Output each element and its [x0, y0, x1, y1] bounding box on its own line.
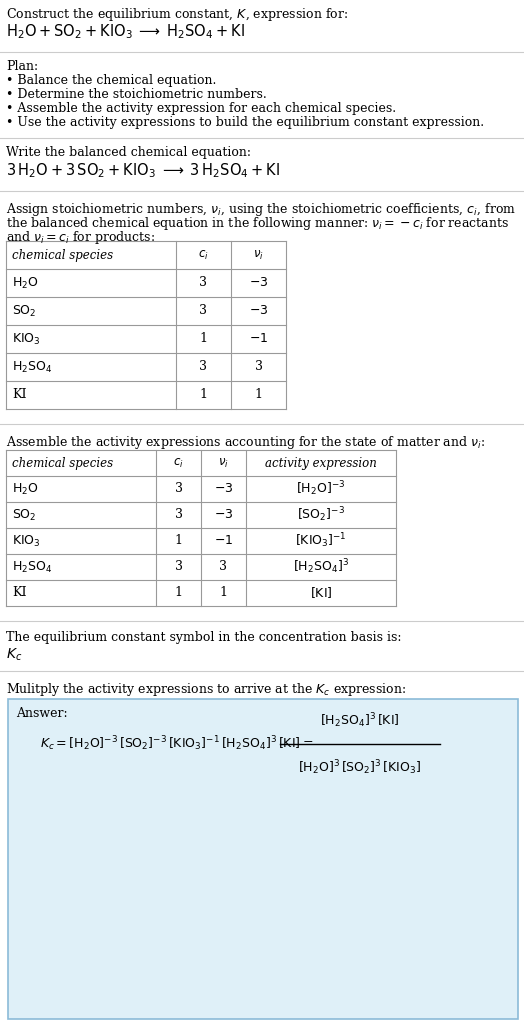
Text: $\nu_i$: $\nu_i$ [218, 456, 229, 470]
Text: $-3$: $-3$ [214, 483, 233, 495]
Text: 3: 3 [255, 360, 263, 374]
Text: $-3$: $-3$ [249, 304, 268, 318]
Text: 3: 3 [174, 508, 182, 522]
Text: • Determine the stoichiometric numbers.: • Determine the stoichiometric numbers. [6, 88, 267, 101]
Text: chemical species: chemical species [12, 248, 113, 261]
Text: $\nu_i$: $\nu_i$ [253, 248, 264, 261]
Text: Answer:: Answer: [16, 707, 68, 720]
Text: The equilibrium constant symbol in the concentration basis is:: The equilibrium constant symbol in the c… [6, 631, 401, 644]
Text: • Balance the chemical equation.: • Balance the chemical equation. [6, 74, 216, 87]
Text: 1: 1 [220, 586, 227, 599]
Text: $\mathrm{SO_2}$: $\mathrm{SO_2}$ [12, 507, 37, 523]
Text: activity expression: activity expression [265, 456, 377, 470]
Text: 1: 1 [200, 333, 208, 345]
Text: Assemble the activity expressions accounting for the state of matter and $\nu_i$: Assemble the activity expressions accoun… [6, 434, 485, 451]
Text: $-3$: $-3$ [249, 277, 268, 290]
Text: 1: 1 [200, 389, 208, 401]
Text: 3: 3 [200, 360, 208, 374]
Text: 1: 1 [255, 389, 263, 401]
Text: $-1$: $-1$ [214, 535, 233, 547]
Text: and $\nu_i = c_i$ for products:: and $\nu_i = c_i$ for products: [6, 229, 155, 246]
Text: Assign stoichiometric numbers, $\nu_i$, using the stoichiometric coefficients, $: Assign stoichiometric numbers, $\nu_i$, … [6, 201, 516, 218]
Text: $c_i$: $c_i$ [198, 248, 209, 261]
Text: $K_c$: $K_c$ [6, 647, 23, 664]
Text: $-1$: $-1$ [249, 333, 268, 345]
Text: $\mathrm{H_2O}$: $\mathrm{H_2O}$ [12, 276, 39, 291]
Text: 1: 1 [174, 535, 182, 547]
Text: chemical species: chemical species [12, 456, 113, 470]
Text: 1: 1 [174, 586, 182, 599]
Text: Plan:: Plan: [6, 60, 38, 72]
Text: $c_i$: $c_i$ [173, 456, 184, 470]
Text: $[\mathrm{H_2O}]^{3}\,[\mathrm{SO_2}]^{3}\,[\mathrm{KIO_3}]$: $[\mathrm{H_2O}]^{3}\,[\mathrm{SO_2}]^{3… [298, 758, 422, 777]
Text: $\mathrm{H_2SO_4}$: $\mathrm{H_2SO_4}$ [12, 359, 52, 375]
Text: Mulitply the activity expressions to arrive at the $K_c$ expression:: Mulitply the activity expressions to arr… [6, 681, 406, 698]
FancyBboxPatch shape [8, 699, 518, 1019]
Text: 3: 3 [220, 561, 227, 574]
Text: $K_c = [\mathrm{H_2O}]^{-3}\,[\mathrm{SO_2}]^{-3}\,[\mathrm{KIO_3}]^{-1}\,[\math: $K_c = [\mathrm{H_2O}]^{-3}\,[\mathrm{SO… [40, 735, 313, 753]
Text: $[\mathrm{SO_2}]^{-3}$: $[\mathrm{SO_2}]^{-3}$ [297, 505, 345, 525]
Text: the balanced chemical equation in the following manner: $\nu_i = -c_i$ for react: the balanced chemical equation in the fo… [6, 215, 509, 232]
Text: $\mathrm{3\,H_2O + 3\,SO_2 + KIO_3 \;\longrightarrow\; 3\,H_2SO_4 + KI}$: $\mathrm{3\,H_2O + 3\,SO_2 + KIO_3 \;\lo… [6, 161, 280, 180]
Text: $\mathrm{H_2SO_4}$: $\mathrm{H_2SO_4}$ [12, 560, 52, 575]
Text: • Assemble the activity expression for each chemical species.: • Assemble the activity expression for e… [6, 102, 396, 115]
Text: 3: 3 [174, 483, 182, 495]
Text: $[\mathrm{KIO_3}]^{-1}$: $[\mathrm{KIO_3}]^{-1}$ [295, 532, 347, 550]
Text: Construct the equilibrium constant, $K$, expression for:: Construct the equilibrium constant, $K$,… [6, 6, 348, 23]
Text: 3: 3 [174, 561, 182, 574]
Text: Write the balanced chemical equation:: Write the balanced chemical equation: [6, 146, 251, 159]
Text: $[\mathrm{KI}]$: $[\mathrm{KI}]$ [310, 585, 332, 600]
Text: $[\mathrm{H_2SO_4}]^{3}\,[\mathrm{KI}]$: $[\mathrm{H_2SO_4}]^{3}\,[\mathrm{KI}]$ [320, 712, 400, 730]
Text: KI: KI [12, 586, 27, 599]
Text: 3: 3 [200, 304, 208, 318]
Text: $\mathrm{H_2O + SO_2 + KIO_3 \;\longrightarrow\; H_2SO_4 + KI}$: $\mathrm{H_2O + SO_2 + KIO_3 \;\longrigh… [6, 22, 245, 41]
Text: $[\mathrm{H_2O}]^{-3}$: $[\mathrm{H_2O}]^{-3}$ [296, 480, 346, 498]
Text: 3: 3 [200, 277, 208, 290]
Text: $\mathrm{KIO_3}$: $\mathrm{KIO_3}$ [12, 533, 41, 548]
Text: $-3$: $-3$ [214, 508, 233, 522]
Text: $\mathrm{H_2O}$: $\mathrm{H_2O}$ [12, 482, 39, 496]
Text: $\mathrm{KIO_3}$: $\mathrm{KIO_3}$ [12, 332, 41, 346]
Text: $[\mathrm{H_2SO_4}]^{3}$: $[\mathrm{H_2SO_4}]^{3}$ [293, 557, 349, 576]
Text: KI: KI [12, 389, 27, 401]
Text: • Use the activity expressions to build the equilibrium constant expression.: • Use the activity expressions to build … [6, 116, 484, 129]
Text: $\mathrm{SO_2}$: $\mathrm{SO_2}$ [12, 303, 37, 319]
